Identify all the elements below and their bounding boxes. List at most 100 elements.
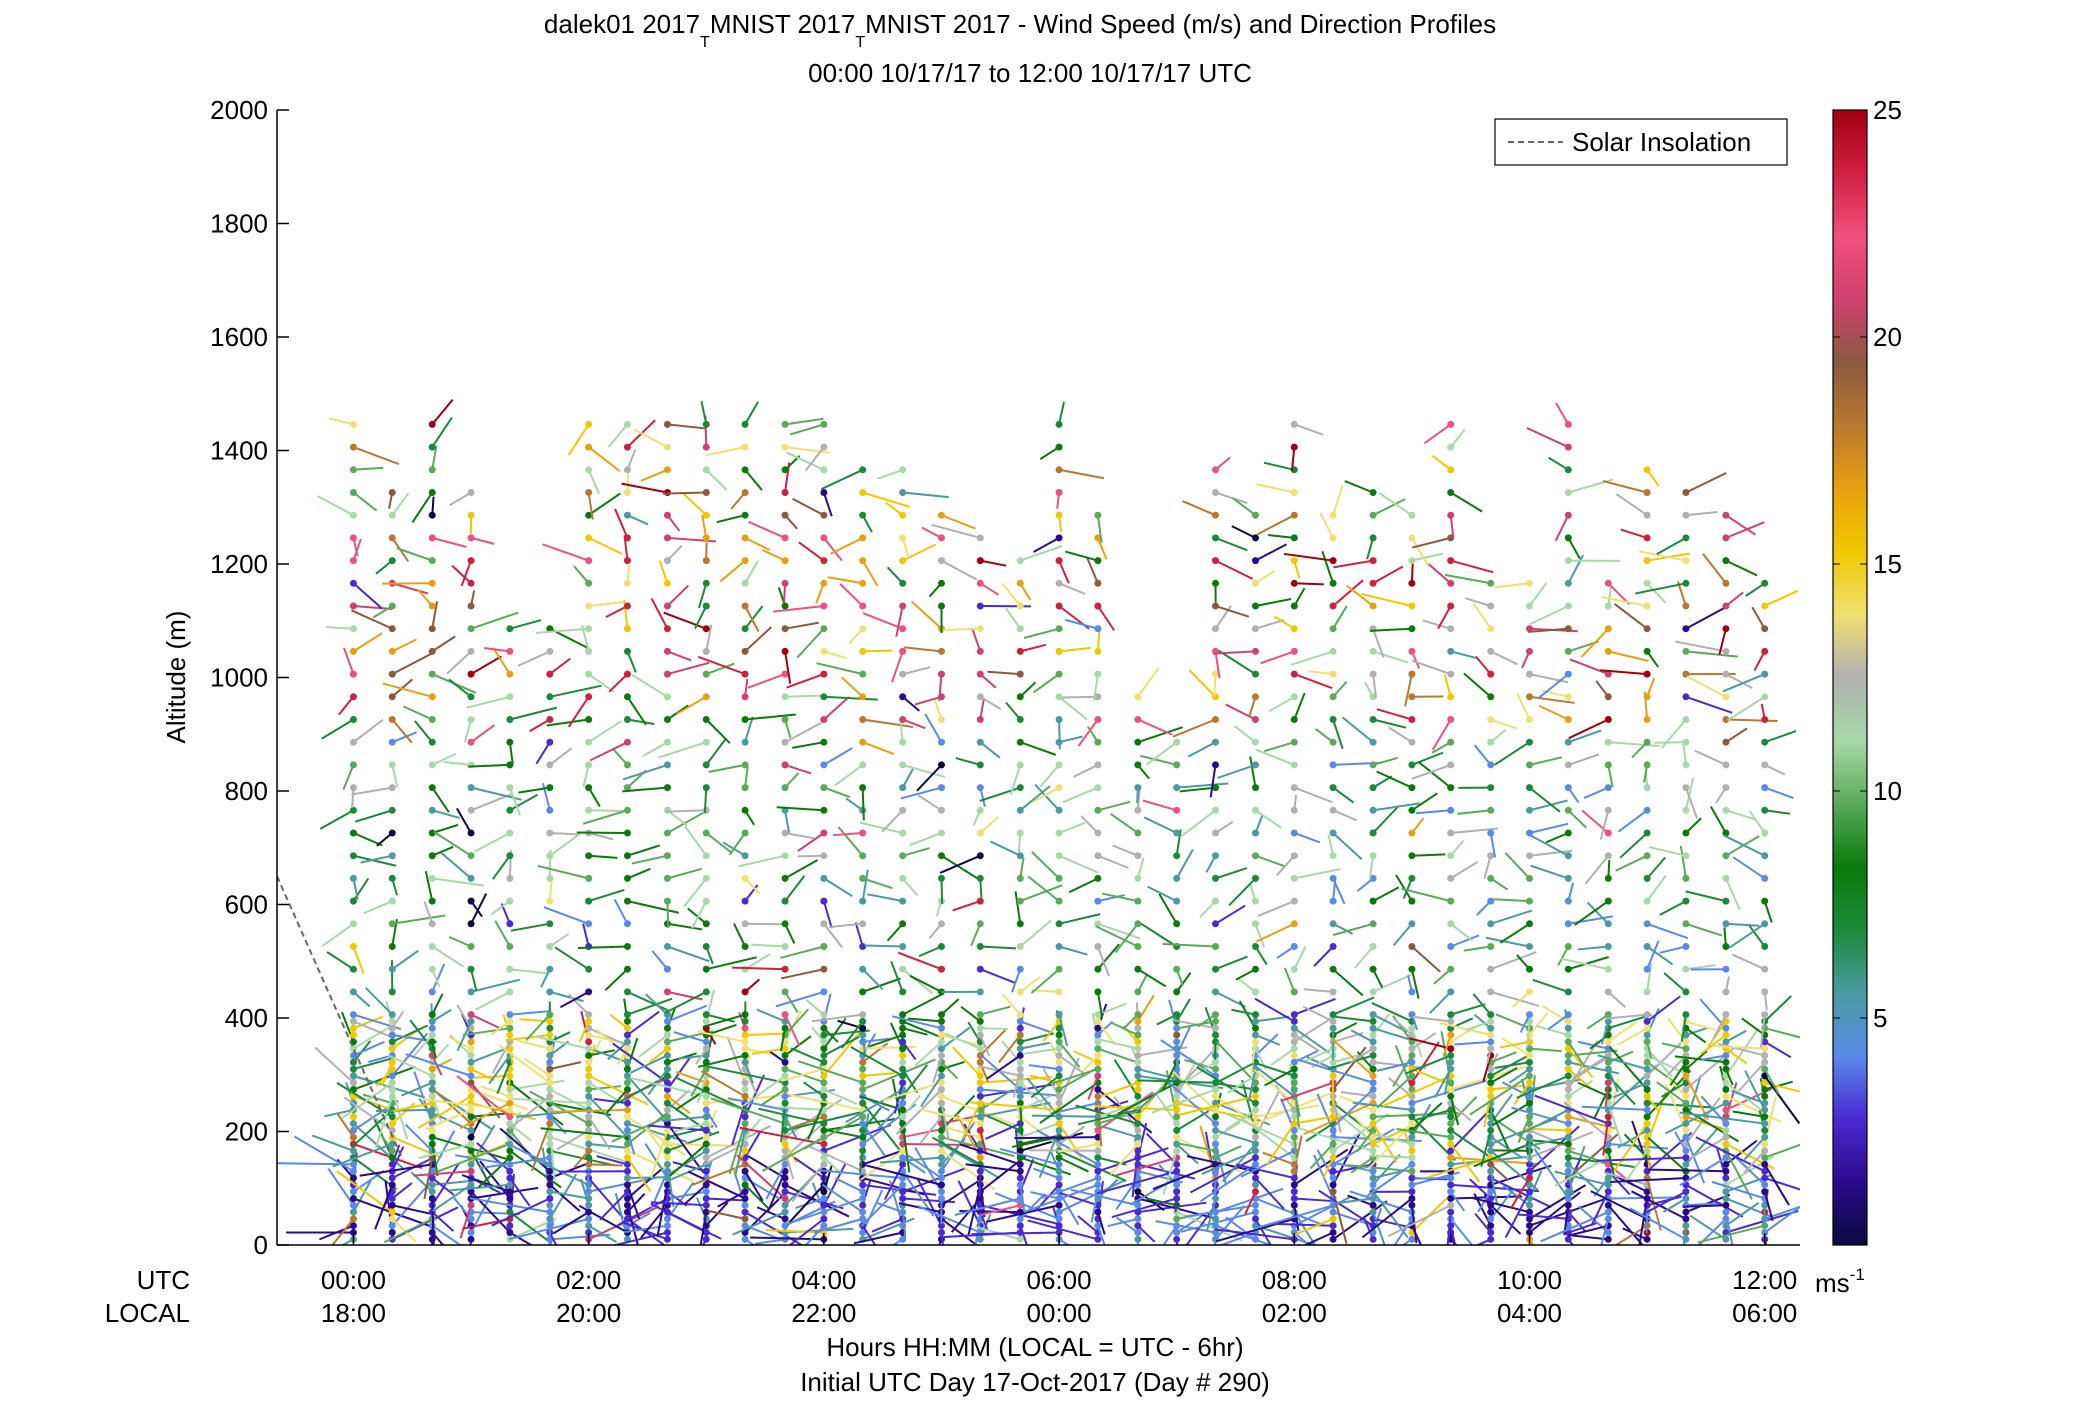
wind-point [859, 1058, 867, 1066]
wind-point [781, 579, 789, 587]
wind-point [1251, 920, 1259, 928]
wind-barb [862, 1037, 890, 1043]
wind-point [976, 1079, 984, 1087]
wind-point [1447, 443, 1455, 451]
wind-point [1447, 1154, 1455, 1162]
wind-point [1682, 1133, 1690, 1141]
wind-barb [705, 718, 731, 744]
wind-point [1094, 1024, 1102, 1032]
wind-barb [1577, 1081, 1609, 1098]
wind-point [506, 647, 514, 655]
wind-barb [446, 650, 472, 675]
wind-point [1447, 670, 1455, 678]
wind-point [859, 1126, 867, 1134]
wind-point [1016, 557, 1024, 565]
wind-point [1134, 942, 1142, 950]
wind-barb [424, 871, 434, 902]
wind-point [1761, 670, 1769, 678]
wind-barb [807, 1144, 864, 1173]
wind-point [623, 1079, 631, 1087]
wind-barb [667, 1163, 707, 1182]
wind-point [428, 1126, 436, 1134]
wind-barb [1249, 756, 1257, 788]
wind-barb [1215, 1145, 1242, 1159]
wind-point [1564, 852, 1572, 860]
wind-point [1251, 1140, 1259, 1148]
wind-barb [1748, 925, 1766, 948]
wind-barb [748, 520, 786, 539]
wind-barb [667, 661, 710, 676]
wind-point [1369, 579, 1377, 587]
wind-barb [627, 997, 673, 1016]
wind-point [937, 920, 945, 928]
wind-point [546, 693, 554, 701]
wind-point [1211, 511, 1219, 519]
wind-point [663, 1120, 671, 1128]
wind-point [349, 1024, 357, 1032]
wind-barb [980, 1101, 1051, 1118]
wind-barb [1392, 923, 1413, 946]
wind-barb [697, 583, 708, 609]
wind-barb [727, 1097, 786, 1111]
wind-barb [960, 1005, 981, 1023]
wind-barb [1517, 1116, 1531, 1144]
wind-point [663, 693, 671, 701]
colorbar-tick-label: 10 [1873, 776, 1902, 806]
wind-barb [587, 1116, 611, 1150]
wind-point [1604, 602, 1612, 610]
wind-barb [1745, 582, 1766, 597]
wind-point [1604, 852, 1612, 860]
wind-point [1211, 1086, 1219, 1094]
wind-point [899, 988, 907, 996]
wind-barb [470, 968, 478, 991]
wind-point [506, 1167, 514, 1175]
wind-point [1761, 1106, 1769, 1114]
wind-point [1604, 693, 1612, 701]
wind-barb [1268, 533, 1295, 539]
wind-point [388, 534, 396, 542]
wind-point [1016, 829, 1024, 837]
wind-point [1408, 1024, 1416, 1032]
wind-barb [392, 914, 446, 925]
wind-point [820, 1215, 828, 1223]
wind-point [859, 693, 867, 701]
wind-barb [940, 998, 960, 1016]
wind-barb [862, 977, 901, 993]
wind-point [1564, 1045, 1572, 1053]
wind-barb [1005, 607, 1022, 630]
wind-barb [1529, 695, 1575, 704]
wind-barb [1517, 1109, 1569, 1137]
wind-point [741, 761, 749, 769]
wind-barb [480, 1085, 511, 1098]
wind-point [506, 1147, 514, 1155]
wind-point [1643, 988, 1651, 996]
wind-point [1369, 1017, 1377, 1025]
wind-barb [613, 898, 629, 925]
x-tick-label-local: 06:00 [1732, 1298, 1797, 1328]
wind-point [1211, 1126, 1219, 1134]
wind-barb [1019, 884, 1063, 903]
wind-point [585, 1154, 593, 1162]
wind-point [1329, 784, 1337, 792]
wind-point [1055, 693, 1063, 701]
wind-barb [383, 1217, 433, 1244]
wind-point [1447, 1194, 1455, 1202]
wind-point [1329, 602, 1337, 610]
wind-point [1094, 1181, 1102, 1189]
wind-barb [1763, 1191, 1774, 1222]
wind-point [899, 1072, 907, 1080]
wind-point [1016, 852, 1024, 860]
wind-point [1408, 670, 1416, 678]
wind-barb [354, 809, 393, 823]
wind-point [1016, 1011, 1024, 1019]
wind-point [702, 852, 710, 860]
wind-point [663, 874, 671, 882]
wind-barb [336, 1170, 393, 1213]
wind-point [467, 897, 475, 905]
wind-point [899, 1194, 907, 1202]
wind-point [1447, 1058, 1455, 1066]
wind-point [506, 1031, 514, 1039]
wind-barb [944, 1032, 981, 1050]
wind-point [1564, 897, 1572, 905]
wind-barb [559, 991, 590, 1009]
